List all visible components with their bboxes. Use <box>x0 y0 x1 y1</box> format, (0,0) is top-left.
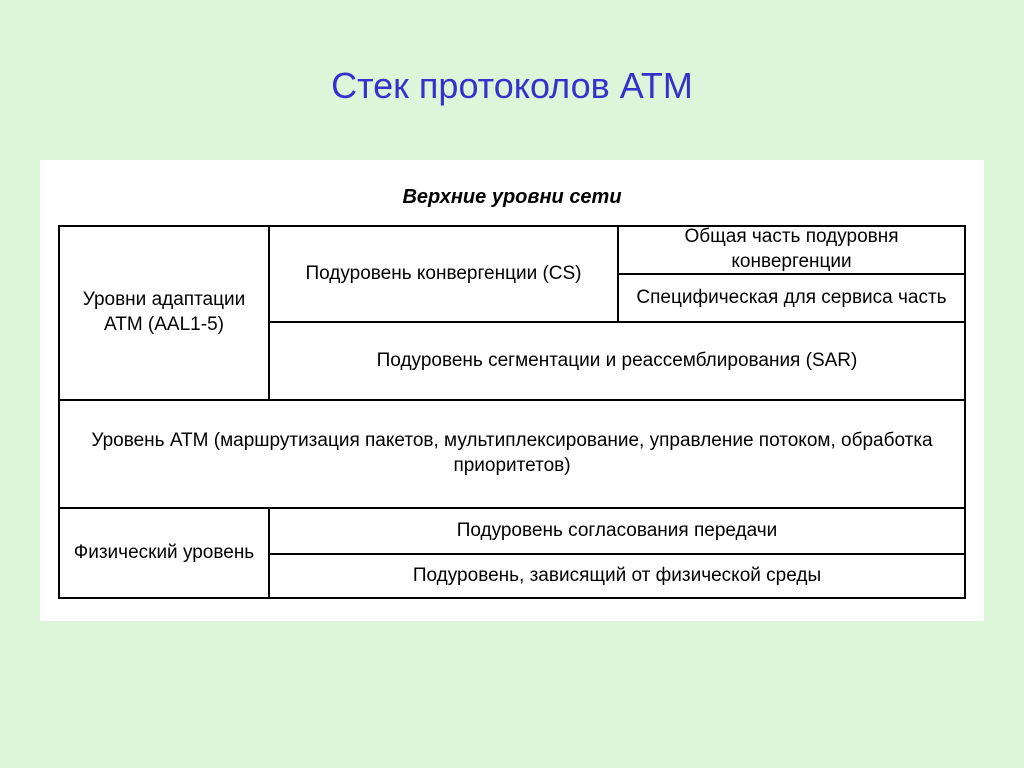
cell-physical-layer: Физический уровень <box>58 507 270 599</box>
cell-physical-medium-dependent: Подуровень, зависящий от физической сред… <box>268 553 966 599</box>
protocol-stack-table: Уровни адаптации АТМ (AAL1-5) Подуровень… <box>58 225 966 599</box>
diagram-header: Верхние уровни сети <box>58 178 966 225</box>
cell-sar: Подуровень сегментации и реассемблирован… <box>268 321 966 401</box>
cell-cs: Подуровень конвергенции (CS) <box>268 225 619 323</box>
cell-convergence-common: Общая часть подуровня конвергенции <box>617 225 966 275</box>
cell-convergence-specific: Специфическая для сервиса часть <box>617 273 966 323</box>
cell-atm-layer: Уровень АТМ (маршрутизация пакетов, муль… <box>58 399 966 509</box>
cell-aal: Уровни адаптации АТМ (AAL1-5) <box>58 225 270 401</box>
cell-transmission-convergence: Подуровень согласования передачи <box>268 507 966 555</box>
slide-title: Стек протоколов АТМ <box>0 65 1024 107</box>
protocol-stack-diagram: Верхние уровни сети Уровни адаптации АТМ… <box>40 160 984 621</box>
